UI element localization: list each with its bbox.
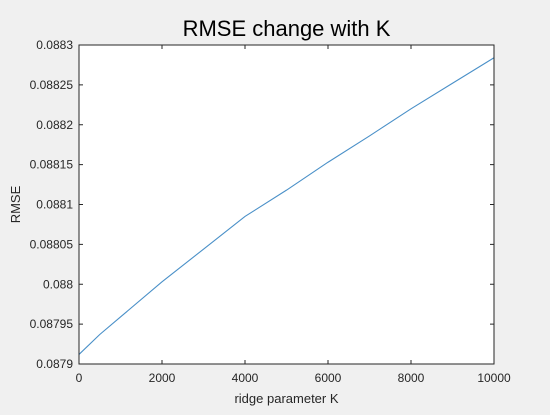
y-tick-label: 0.08815 bbox=[30, 158, 74, 172]
x-tick-label: 6000 bbox=[315, 371, 342, 385]
chart-title: RMSE change with K bbox=[183, 16, 391, 41]
marks-layer bbox=[78, 57, 495, 355]
x-tick-label: 0 bbox=[76, 371, 83, 385]
x-axis-label: ridge parameter K bbox=[234, 391, 338, 406]
y-tick-label: 0.0879 bbox=[36, 357, 73, 371]
y-tick-label: 0.08805 bbox=[30, 237, 74, 251]
y-tick-label: 0.0883 bbox=[36, 38, 73, 52]
y-tick-label: 0.0882 bbox=[36, 118, 73, 132]
y-tick-label: 0.088 bbox=[43, 277, 73, 291]
x-tick-label: 8000 bbox=[398, 371, 425, 385]
x-tick-label: 4000 bbox=[232, 371, 259, 385]
ticks-layer: 0 2000 4000 6000 8000 10000 0.0879 0.08795 0.088… bbox=[30, 38, 511, 385]
x-tick-label: 10000 bbox=[477, 371, 511, 385]
y-tick-label: 0.08795 bbox=[30, 317, 74, 331]
y-tick-label: 0.08825 bbox=[30, 78, 74, 92]
y-tick-label: 0.0881 bbox=[36, 198, 73, 212]
x-tick-label: 2000 bbox=[149, 371, 176, 385]
plot-area bbox=[79, 45, 494, 364]
series-line bbox=[78, 57, 495, 355]
y-axis-label: RMSE bbox=[8, 185, 23, 223]
